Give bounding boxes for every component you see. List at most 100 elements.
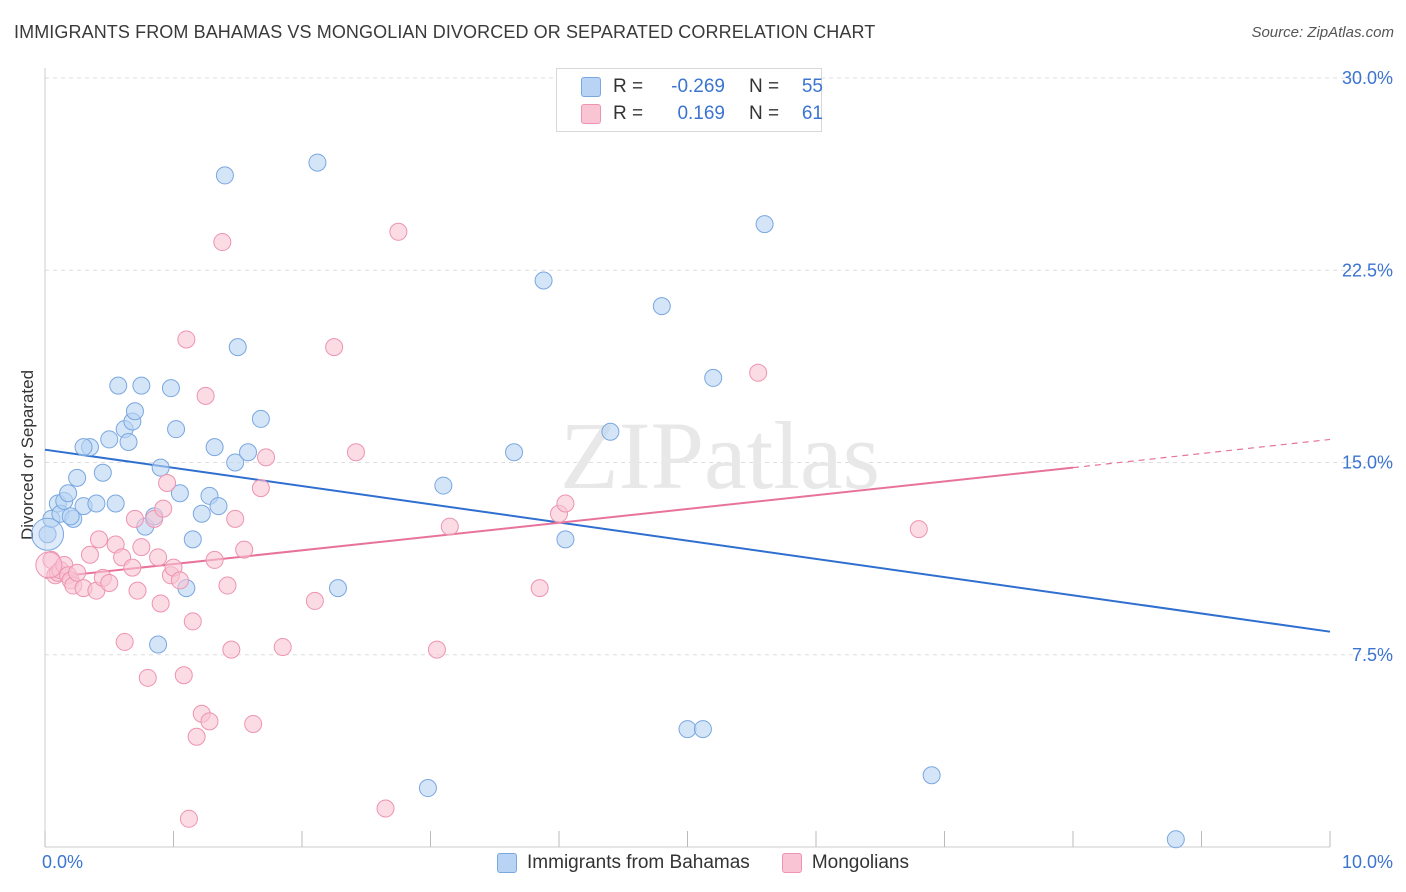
- mongolian-point: [138, 668, 157, 687]
- mongolian-point: [196, 386, 215, 405]
- bahamas-point: [167, 420, 186, 439]
- mongolian-point: [80, 545, 99, 564]
- y-tick-label: 15.0%: [1342, 453, 1393, 473]
- mongolian-point: [325, 338, 344, 357]
- bottom-legend-item-mongolians[interactable]: Mongolians: [781, 852, 909, 874]
- mongolian-point: [440, 517, 459, 536]
- legend-n-label: N =: [749, 76, 780, 97]
- legend-swatch-mongolians: [581, 104, 601, 124]
- mongolian-point: [149, 548, 168, 567]
- bahamas-point: [205, 438, 224, 457]
- bahamas-point: [87, 494, 106, 513]
- legend-row-bahamas: R = -0.269 N = 55: [581, 76, 823, 98]
- bahamas-point: [125, 402, 144, 421]
- bahamas-point: [192, 504, 211, 523]
- bahamas-point: [59, 484, 78, 503]
- legend-n-label: N =: [749, 103, 780, 124]
- mongolian-point: [151, 594, 170, 613]
- legend-r-value: -0.269: [671, 76, 725, 97]
- legend: R = -0.269 N = 55 R = 0.169 N = 61: [556, 68, 823, 132]
- legend-swatch-bahamas: [581, 77, 601, 97]
- bahamas-point: [68, 468, 87, 487]
- mongolian-point: [213, 233, 232, 252]
- mongolian-point: [235, 540, 254, 559]
- legend-r-label: R =: [613, 103, 644, 124]
- bahamas-point: [151, 458, 170, 477]
- mongolian-point: [115, 632, 134, 651]
- bahamas-point: [100, 430, 119, 449]
- x-tick-label-min: 0.0%: [42, 852, 83, 872]
- axes: [44, 68, 1331, 848]
- bahamas-point: [149, 635, 168, 654]
- bahamas-point: [239, 443, 258, 462]
- mongolian-point: [123, 558, 142, 577]
- bahamas-point: [328, 579, 347, 598]
- bahamas-point: [704, 368, 723, 387]
- mongolian-point: [222, 640, 241, 659]
- y-tick-label: 22.5%: [1342, 260, 1393, 280]
- legend-n-value: 61: [801, 103, 823, 124]
- data-points: [31, 153, 1185, 849]
- bahamas-point: [505, 443, 524, 462]
- bahamas-point: [922, 766, 941, 785]
- mongolian-point: [749, 363, 768, 382]
- mongolian-point: [200, 712, 219, 731]
- grid-lines: [45, 77, 1392, 656]
- bahamas-point: [652, 297, 671, 316]
- bottom-legend-item-bahamas[interactable]: Immigrants from Bahamas: [497, 852, 750, 874]
- legend-r-label: R =: [613, 76, 644, 97]
- bahamas-point: [226, 453, 245, 472]
- bahamas-point: [209, 497, 228, 516]
- mongolian-point: [218, 576, 237, 595]
- bahamas-point: [93, 463, 112, 482]
- mongolian-point: [68, 563, 87, 582]
- legend-n-value: 55: [801, 76, 823, 97]
- bottom-legend-label-bahamas: Immigrants from Bahamas: [527, 852, 750, 873]
- bottom-legend: Immigrants from Bahamas Mongolians: [0, 852, 1406, 874]
- y-tick-label: 7.5%: [1352, 645, 1393, 665]
- mongolian-point: [100, 573, 119, 592]
- mongolian-point: [132, 538, 151, 557]
- trend-line-extension: [1072, 438, 1331, 469]
- mongolian-point: [244, 714, 263, 733]
- bottom-legend-swatch-mongolians: [781, 853, 802, 873]
- bahamas-point: [119, 432, 138, 451]
- y-tick-label: 30.0%: [1342, 68, 1393, 88]
- bahamas-point: [678, 720, 697, 739]
- bahamas-point: [556, 530, 575, 549]
- mongolian-point: [179, 809, 198, 828]
- mongolian-point: [305, 591, 324, 610]
- legend-row-mongolians: R = 0.169 N = 61: [581, 103, 823, 125]
- bahamas-point: [74, 438, 93, 457]
- bahamas-point: [418, 779, 437, 798]
- tick-labels: 7.5% 15.0% 22.5% 30.0% 0.0% 10.0%: [42, 68, 1393, 872]
- bahamas-point: [755, 215, 774, 234]
- legend-r-value: 0.169: [677, 103, 725, 124]
- bahamas-point: [109, 376, 128, 395]
- mongolian-point: [556, 494, 575, 513]
- bahamas-point: [106, 494, 125, 513]
- bahamas-point: [228, 338, 247, 357]
- mongolian-point: [530, 579, 549, 598]
- chart-title: IMMIGRANTS FROM BAHAMAS VS MONGOLIAN DIV…: [14, 22, 876, 42]
- mongolian-point: [125, 509, 144, 528]
- bahamas-point: [61, 507, 80, 526]
- bahamas-point: [308, 153, 327, 172]
- mongolian-point: [346, 443, 365, 462]
- mongolian-point: [177, 330, 196, 349]
- mongolian-point: [89, 530, 108, 549]
- mongolian-point: [187, 727, 206, 746]
- watermark: ZIPatlas: [560, 402, 880, 509]
- mongolian-point: [128, 581, 147, 600]
- bahamas-point: [161, 379, 180, 398]
- source-label: Source: ZipAtlas.com: [1251, 24, 1394, 41]
- bottom-legend-label-mongolians: Mongolians: [811, 852, 909, 873]
- x-tick-label-max: 10.0%: [1342, 852, 1393, 872]
- mongolian-point: [251, 479, 270, 498]
- mongolian-point: [158, 474, 177, 493]
- bahamas-point: [1166, 830, 1185, 849]
- bahamas-point: [434, 476, 453, 495]
- mongolian-point: [376, 799, 395, 818]
- mongolian-point: [389, 222, 408, 241]
